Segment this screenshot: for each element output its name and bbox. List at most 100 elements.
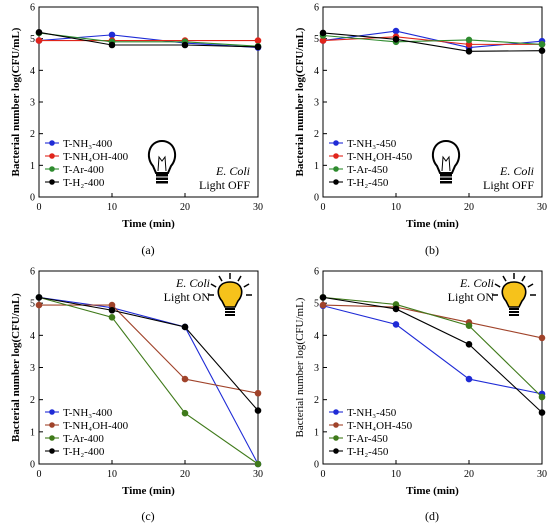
- legend-swatch-marker: [333, 448, 339, 454]
- bulb-base-ring: [225, 314, 235, 316]
- series-line: [322, 304, 543, 339]
- data-point: [465, 36, 473, 44]
- data-point: [35, 37, 43, 44]
- y-tick-label: 1: [314, 161, 319, 172]
- bulb-ray: [243, 283, 250, 288]
- x-axis-label: Time (min): [122, 485, 175, 497]
- y-tick-label: 6: [30, 3, 35, 14]
- data-point: [538, 41, 546, 48]
- data-point: [254, 389, 262, 397]
- bulb-filament: [441, 155, 451, 172]
- data-point: [465, 48, 473, 55]
- data-point: [181, 323, 189, 331]
- legend-entry: T-NH₄OH-400: [63, 420, 129, 432]
- chart-panel-d: 0 1 2 3 4 5 6 0 10 20 30 Time (min) Bacterial number…: [294, 267, 547, 524]
- bulb-ray: [527, 283, 534, 288]
- data-point: [181, 375, 189, 383]
- y-axis-label: Bacterial number log(CFU/mL): [294, 27, 306, 176]
- legend-swatch-marker: [49, 435, 55, 441]
- bulb-base-ring: [156, 177, 168, 180]
- legend-entry: T-Ar-400: [63, 433, 104, 445]
- data-point: [35, 29, 43, 36]
- y-tick-label: 3: [30, 98, 35, 109]
- series-line: [38, 296, 259, 465]
- legend-swatch-marker: [49, 166, 55, 172]
- x-tick-label: 10: [107, 469, 117, 480]
- legend-entry: T-Ar-450: [347, 164, 388, 176]
- bulb-ray: [521, 275, 526, 282]
- legend-swatch-marker: [49, 409, 55, 415]
- data-point: [538, 334, 546, 342]
- y-tick-label: 2: [314, 395, 319, 406]
- light-state-label: Light ON: [164, 290, 211, 304]
- series-line: [38, 296, 259, 465]
- bulb-base-ring: [156, 181, 168, 184]
- legend-entry: T-NH₃-400: [63, 407, 113, 419]
- y-tick-label: 2: [30, 395, 35, 406]
- legend-entry: T-H₂-400: [63, 177, 105, 189]
- y-tick-label: 5: [30, 299, 35, 310]
- x-tick-label: 30: [537, 202, 547, 213]
- y-tick-label: 0: [314, 460, 319, 471]
- legend-entry: T-NH₄OH-450: [347, 420, 413, 432]
- bulb-base-ring: [509, 308, 519, 310]
- legend-swatch-marker: [49, 422, 55, 428]
- y-tick-label: 6: [314, 3, 319, 14]
- y-tick-label: 2: [314, 129, 319, 140]
- series-line: [322, 296, 543, 398]
- x-tick-label: 0: [37, 469, 42, 480]
- data-point: [392, 305, 400, 313]
- data-point: [538, 47, 546, 55]
- data-point: [254, 37, 262, 44]
- chart-panel-a: 0 1 2 3 4 5 6 0 10 20 30 Time (min) Bacterial number…: [10, 3, 263, 258]
- bulb-glass: [147, 139, 177, 174]
- bulb-glass: [501, 281, 527, 308]
- data-point: [35, 294, 43, 301]
- data-point: [254, 407, 262, 414]
- x-tick-label: 0: [37, 202, 42, 213]
- panel-label: (c): [141, 509, 154, 523]
- y-axis-label: Bacterial number log(CFU/mL): [10, 293, 22, 442]
- data-point: [392, 321, 400, 328]
- data-point: [538, 393, 546, 401]
- data-point: [181, 409, 189, 417]
- panel-label: (b): [425, 243, 439, 257]
- x-tick-label: 30: [253, 469, 263, 480]
- bulb-glass: [431, 139, 461, 174]
- legend-entry: T-NH₃-450: [347, 138, 397, 150]
- y-tick-label: 0: [30, 460, 35, 471]
- bulb-on-icon: [492, 273, 536, 316]
- data-point: [108, 306, 116, 314]
- y-tick-label: 1: [30, 161, 35, 172]
- x-tick-label: 20: [180, 202, 190, 213]
- series-line: [322, 32, 543, 52]
- organism-label: E. Coli: [459, 276, 494, 290]
- x-tick-label: 10: [391, 202, 401, 213]
- y-tick-label: 5: [314, 34, 319, 45]
- y-tick-label: 5: [314, 299, 319, 310]
- x-tick-label: 0: [321, 202, 326, 213]
- y-tick-label: 1: [30, 427, 35, 438]
- panel-label: (a): [141, 243, 154, 257]
- y-tick-label: 0: [30, 193, 35, 204]
- legend-swatch-marker: [333, 409, 339, 415]
- bulb-base-ring: [225, 311, 235, 313]
- legend-swatch-marker: [333, 153, 339, 159]
- bulb-ray: [494, 283, 501, 288]
- x-tick-label: 10: [391, 469, 401, 480]
- data-point: [465, 375, 473, 383]
- organism-label: E. Coli: [499, 164, 534, 178]
- legend-swatch-marker: [49, 448, 55, 454]
- legend-swatch-marker: [333, 179, 339, 185]
- legend-swatch-marker: [49, 153, 55, 159]
- y-tick-label: 4: [30, 66, 35, 77]
- series-line: [38, 32, 259, 47]
- data-point: [465, 341, 473, 348]
- bulb-base-ring: [440, 181, 452, 184]
- data-point: [319, 294, 327, 301]
- y-tick-label: 6: [314, 267, 319, 278]
- legend-entry: T-NH₃-400: [63, 138, 113, 150]
- y-axis-label: Bacterial number log(CFU/mL): [10, 27, 22, 176]
- organism-label: E. Coli: [175, 276, 210, 290]
- y-tick-label: 3: [30, 363, 35, 374]
